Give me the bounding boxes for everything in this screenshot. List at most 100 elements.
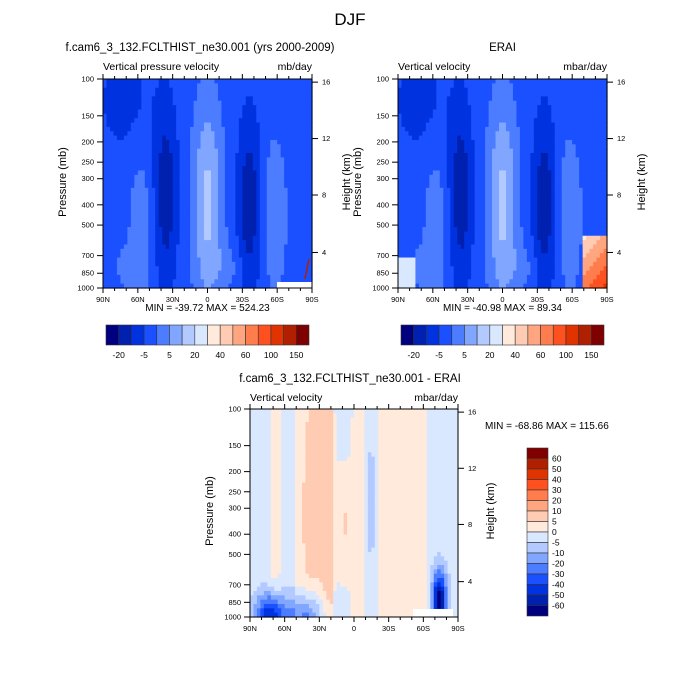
contour-cell: [204, 148, 209, 154]
contour-cell: [554, 209, 559, 215]
contour-cell: [398, 153, 403, 158]
contour-cell: [436, 153, 441, 158]
contour-cell: [404, 148, 410, 154]
contour-cell: [224, 270, 229, 276]
contour-cell: [179, 261, 184, 267]
contour-cell: [200, 170, 205, 176]
contour-cell: [575, 105, 580, 111]
contour-cell: [231, 170, 236, 176]
contour-cell: [478, 87, 483, 93]
contour-cell: [284, 266, 289, 272]
contour-cell: [485, 113, 490, 119]
contour-cell: [235, 135, 240, 141]
contour-cell: [130, 231, 135, 237]
contour-cell: [425, 92, 430, 98]
contour-cell: [204, 205, 209, 211]
contour-cell: [575, 139, 580, 145]
contour-cell: [169, 200, 174, 206]
contour-cell: [446, 83, 451, 89]
contour-cell: [526, 109, 531, 115]
contour-cell: [123, 248, 128, 254]
contour-cell: [492, 79, 497, 84]
contour-cell: [603, 118, 608, 124]
contour-cell: [582, 161, 587, 167]
contour-cell: [478, 205, 483, 211]
contour-cell: [193, 148, 198, 154]
contour-cell: [270, 209, 275, 215]
contour-cell: [214, 144, 219, 150]
contour-cell: [270, 161, 275, 167]
contour-cell: [450, 148, 455, 154]
contour-cell: [200, 196, 205, 202]
contour-cell: [509, 161, 514, 167]
contour-cell: [245, 153, 250, 158]
contour-cell: [453, 205, 458, 211]
contour-cell: [172, 126, 177, 132]
contour-cell: [123, 209, 128, 215]
contour-cell: [519, 126, 524, 132]
contour-cell: [446, 144, 451, 150]
contour-cell: [478, 79, 483, 84]
contour-cell: [228, 235, 233, 241]
contour-cell: [291, 231, 296, 237]
contour-cell: [512, 205, 518, 211]
contour-cell: [582, 148, 587, 154]
contour-cell: [277, 227, 282, 232]
contour-cell: [436, 161, 441, 167]
contour-cell: [207, 279, 212, 285]
contour-cell: [291, 248, 296, 254]
contour-cell: [231, 227, 236, 232]
contour-cell: [134, 113, 139, 119]
contour-cell: [561, 105, 566, 111]
contour-cell: [172, 235, 177, 241]
contour-cell: [134, 183, 139, 189]
contour-cell: [600, 126, 605, 132]
contour-cell: [137, 196, 142, 202]
contour-cell: [252, 118, 257, 124]
contour-cell: [151, 218, 156, 224]
contour-cell: [144, 261, 149, 267]
contour-cell: [502, 183, 507, 189]
contour-cell: [214, 222, 219, 228]
contour-cell: [495, 96, 500, 102]
contour-cell: [106, 179, 111, 185]
contour-cell: [148, 279, 153, 285]
contour-cell: [228, 270, 233, 276]
contour-cell: [446, 209, 451, 215]
contour-cell: [176, 270, 181, 276]
contour-cell: [593, 109, 598, 115]
contour-cell: [214, 118, 219, 124]
contour-cell: [561, 109, 566, 115]
contour-cell: [263, 126, 268, 132]
contour-cell: [422, 183, 427, 189]
contour-cell: [127, 166, 132, 172]
contour-cell: [130, 187, 135, 193]
contour-cell: [572, 92, 577, 98]
contour-cell: [287, 179, 292, 185]
contour-cell: [172, 209, 177, 215]
contour-cell: [558, 118, 563, 124]
contour-cell: [221, 122, 226, 128]
contour-cell: [294, 96, 299, 102]
contour-cell: [242, 253, 247, 259]
contour-cell: [561, 187, 566, 193]
panel1-colorbar-label: 40: [215, 350, 225, 360]
contour-cell: [502, 118, 507, 124]
contour-cell: [228, 192, 233, 198]
contour-cell: [130, 79, 135, 84]
contour-cell: [499, 87, 504, 93]
contour-cell: [485, 166, 490, 172]
contour-cell: [547, 87, 552, 93]
contour-cell: [224, 244, 229, 250]
contour-cell: [544, 118, 549, 124]
contour-cell: [224, 83, 229, 89]
contour-cell: [589, 170, 594, 176]
contour-cell: [554, 87, 559, 93]
contour-cell: [169, 79, 174, 84]
contour-cell: [109, 118, 115, 124]
contour-cell: [418, 96, 423, 102]
contour-cell: [474, 113, 479, 119]
contour-cell: [137, 100, 142, 106]
contour-cell: [270, 279, 275, 285]
contour-cell: [103, 200, 108, 206]
